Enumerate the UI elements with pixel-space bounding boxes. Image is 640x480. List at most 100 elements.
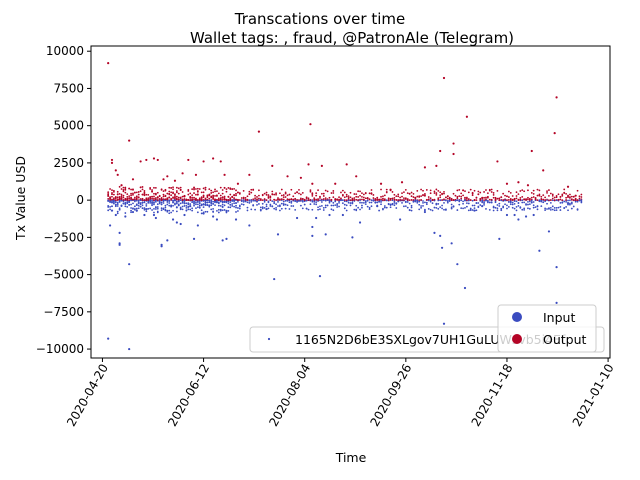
- output-point: [149, 196, 152, 199]
- output-point: [383, 194, 386, 197]
- output-point: [282, 198, 285, 201]
- input-point: [410, 204, 413, 207]
- input-point: [246, 209, 249, 212]
- output-point: [151, 190, 153, 193]
- x-tick-label: 2020-08-04: [266, 362, 313, 429]
- output-point: [538, 194, 541, 197]
- output-point: [219, 197, 222, 199]
- input-point: [383, 206, 386, 209]
- output-point: [187, 158, 190, 162]
- output-point: [204, 197, 207, 200]
- input-point: [114, 201, 117, 204]
- output-point: [214, 190, 216, 193]
- output-point: [187, 198, 190, 201]
- output-point: [336, 198, 339, 201]
- output-point: [147, 199, 150, 202]
- output-point: [240, 197, 243, 199]
- input-point: [370, 199, 373, 202]
- output-point: [416, 189, 419, 192]
- input-point: [267, 200, 270, 203]
- output-point: [357, 190, 360, 193]
- input-point: [343, 207, 346, 210]
- input-point: [233, 202, 236, 205]
- output-point: [200, 197, 203, 200]
- input-point: [347, 199, 350, 202]
- input-point: [273, 200, 276, 203]
- input-point: [513, 202, 516, 205]
- input-point: [334, 204, 337, 206]
- output-point: [208, 193, 211, 196]
- input-point: [544, 209, 547, 211]
- input-point: [288, 208, 291, 210]
- input-point: [528, 207, 531, 210]
- input-point: [187, 208, 190, 211]
- output-point: [452, 152, 455, 156]
- input-point: [315, 203, 318, 206]
- input-point: [303, 203, 306, 206]
- output-point: [109, 196, 111, 199]
- output-point: [355, 175, 358, 178]
- output-point: [530, 191, 533, 194]
- output-point: [244, 197, 247, 199]
- output-point: [528, 198, 531, 200]
- output-point: [343, 191, 346, 194]
- input-point: [422, 204, 424, 207]
- output-point: [544, 196, 547, 199]
- output-point: [443, 192, 445, 195]
- output-point: [483, 199, 485, 202]
- input-point: [395, 202, 398, 205]
- input-point: [534, 206, 537, 209]
- input-point: [513, 207, 516, 210]
- input-point: [151, 201, 153, 203]
- output-point: [446, 195, 449, 198]
- output-point: [189, 196, 192, 199]
- output-point: [235, 194, 237, 197]
- output-point: [299, 198, 302, 201]
- output-point: [538, 189, 541, 192]
- input-point: [500, 209, 503, 212]
- input-point: [206, 199, 209, 202]
- input-point: [362, 202, 365, 204]
- input-point: [273, 207, 276, 210]
- output-point: [357, 196, 360, 198]
- input-point: [517, 202, 520, 204]
- output-point: [212, 157, 215, 160]
- output-point: [425, 199, 428, 201]
- output-point: [486, 195, 489, 198]
- output-point: [126, 197, 129, 200]
- output-point: [359, 194, 361, 197]
- output-point: [298, 188, 300, 191]
- output-point: [494, 196, 497, 199]
- input-point: [128, 203, 131, 206]
- input-point: [412, 200, 415, 203]
- output-point: [143, 194, 146, 196]
- input-point: [248, 199, 251, 202]
- output-point: [250, 188, 253, 191]
- input-point: [202, 206, 205, 209]
- input-point: [523, 207, 526, 210]
- output-point: [469, 199, 472, 201]
- output-point: [473, 189, 476, 192]
- input-point: [414, 200, 417, 203]
- output-point: [149, 186, 152, 189]
- output-point: [412, 192, 415, 195]
- input-point: [158, 202, 161, 205]
- output-point: [502, 199, 505, 201]
- output-point: [435, 164, 438, 167]
- input-point: [145, 207, 148, 211]
- input-point: [162, 199, 165, 202]
- output-point: [527, 189, 529, 192]
- output-point: [578, 195, 581, 198]
- input-point: [183, 202, 186, 205]
- input-point: [454, 199, 457, 202]
- input-point: [252, 199, 255, 202]
- input-point: [420, 205, 422, 207]
- input-point: [511, 203, 514, 206]
- input-point: [528, 200, 531, 203]
- input-point: [536, 208, 539, 211]
- output-point: [442, 76, 446, 80]
- input-point: [517, 204, 520, 207]
- input-point: [149, 199, 152, 202]
- output-point: [183, 198, 186, 200]
- input-point: [277, 205, 279, 207]
